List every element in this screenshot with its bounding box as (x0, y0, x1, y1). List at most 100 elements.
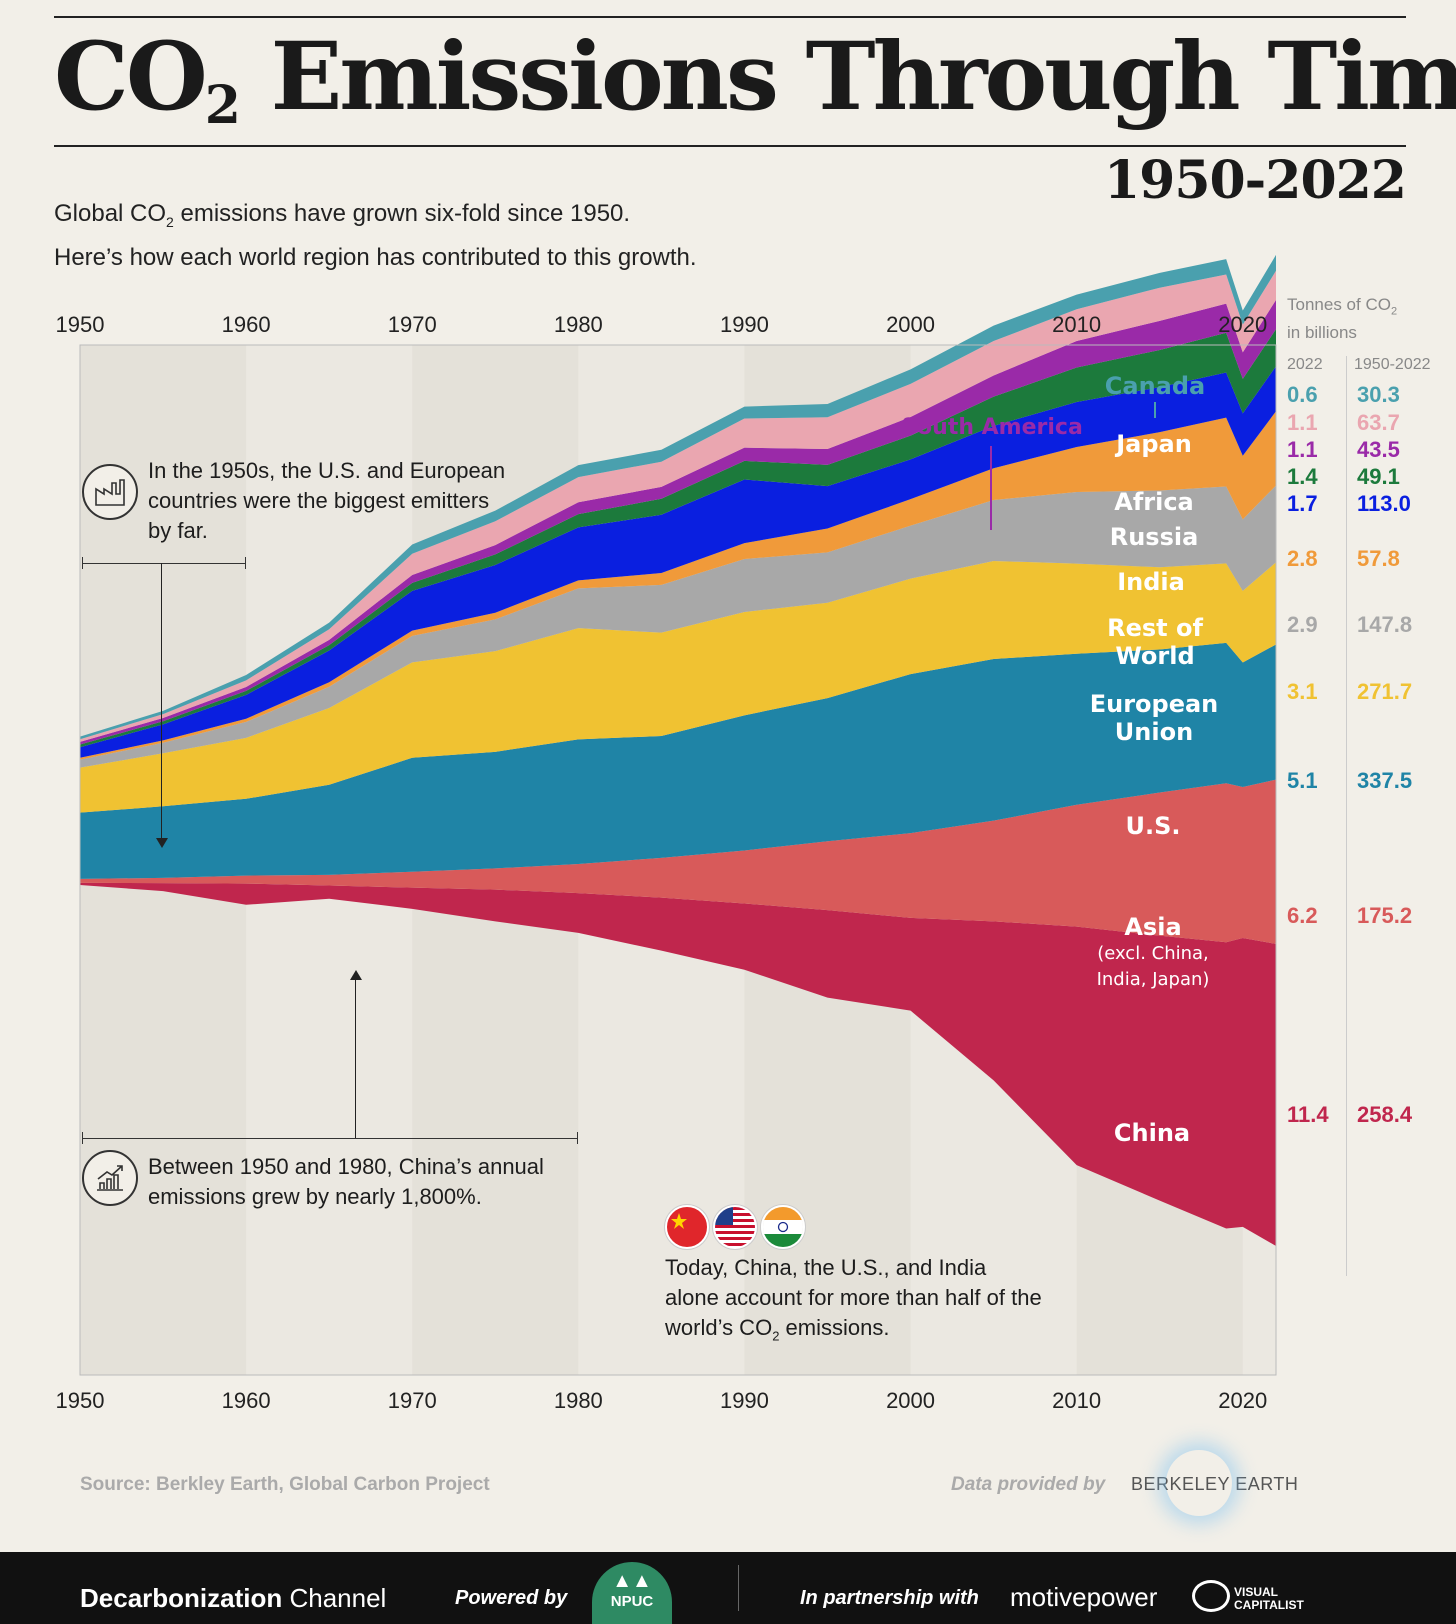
top-tick-2020: 2020 (1218, 312, 1268, 337)
bracket-left-cap (82, 557, 83, 569)
label-us: U.S. (1125, 812, 1181, 840)
value-cumulative-china: 258.4 (1357, 1102, 1413, 1127)
bracket2-right-cap (577, 1132, 578, 1144)
value-2022-india: 2.8 (1287, 546, 1318, 571)
berkeley-earth-glow-icon (1166, 1450, 1232, 1516)
top-tick-2010: 2010 (1052, 312, 1102, 337)
npuc-tree-icon: ▲▲ (612, 1570, 652, 1592)
label-canada: Canada (1104, 372, 1206, 400)
provided-by-text: Data provided by (951, 1474, 1106, 1495)
unit-label: Tonnes of CO2 in billions (1287, 295, 1398, 343)
page-title: CO2 Emissions Through Time (54, 22, 1456, 136)
visual-capitalist-logo: VISUAL CAPITALIST (1234, 1585, 1304, 1612)
value-2022-u-s-: 5.1 (1287, 768, 1318, 793)
top-tick-1950: 1950 (55, 312, 105, 337)
bottom-tick-1970: 1970 (387, 1388, 437, 1413)
area-russia (80, 366, 1276, 758)
arrow-china (355, 978, 356, 1138)
footer-divider (738, 1565, 739, 1611)
label-china: China (1113, 1119, 1191, 1147)
value-2022-canada: 0.6 (1287, 382, 1318, 407)
value-2022-rest-of-world: 2.9 (1287, 612, 1318, 637)
value-2022-european-union: 3.1 (1287, 679, 1318, 704)
column-divider (1346, 356, 1347, 1276)
value-cumulative-rest-of-world: 147.8 (1357, 612, 1413, 637)
bottom-tick-1950: 1950 (55, 1388, 105, 1413)
arrow-1950s (161, 563, 162, 843)
area-asia (80, 779, 1276, 944)
value-cumulative-u-s-: 337.5 (1357, 768, 1413, 793)
bracket2-left-cap (82, 1132, 83, 1144)
plot-frame (79, 344, 1277, 1376)
value-cumulative-russia: 113.0 (1357, 491, 1411, 516)
area-u-s- (80, 642, 1276, 879)
area-china (80, 882, 1276, 1246)
bottom-tick-2020: 2020 (1218, 1388, 1268, 1413)
bottom-tick-1980: 1980 (553, 1388, 603, 1413)
value-cumulative-canada: 30.3 (1357, 382, 1400, 407)
value-cumulative-japan: 63.7 (1357, 410, 1400, 435)
value-2022-south-america: 1.1 (1287, 437, 1318, 462)
bracket-1950s (82, 563, 246, 564)
annotation-china-growth: Between 1950 and 1980, China’s annual em… (148, 1154, 544, 1209)
top-rule (54, 16, 1406, 18)
col-header-cumulative: 1950-2022 (1354, 356, 1431, 373)
label-russia: Russia (1109, 523, 1199, 551)
bottom-tick-1960: 1960 (221, 1388, 271, 1413)
canada-pointer (1154, 402, 1156, 418)
stacked-area-chart (79, 254, 1277, 1376)
value-cumulative-south-america: 43.5 (1357, 437, 1400, 462)
top-tick-1970: 1970 (387, 312, 437, 337)
growth-chart-icon (82, 1150, 138, 1206)
value-cumulative-asia: 175.2 (1357, 903, 1413, 928)
berkeley-earth-logo: BERKELEY EARTH (1131, 1474, 1299, 1494)
top-tick-1980: 1980 (553, 312, 603, 337)
arrow-head-down (156, 838, 168, 848)
bracket-right-cap (245, 557, 246, 569)
year-range: 1950-2022 (1103, 150, 1407, 211)
annotation-today: Today, China, the U.S., and India alone … (665, 1255, 1042, 1344)
annotation-1950s: In the 1950s, the U.S. and European coun… (148, 458, 506, 543)
value-cumulative-european-union: 271.7 (1357, 679, 1413, 704)
bottom-tick-2000: 2000 (886, 1388, 936, 1413)
label-asia: Asia (excl. China, India, Japan) (1096, 913, 1210, 990)
value-2022-africa: 1.4 (1287, 464, 1318, 489)
top-tick-2000: 2000 (886, 312, 936, 337)
label-rest-of-world: Rest of World (1107, 614, 1203, 670)
value-2022-japan: 1.1 (1287, 410, 1318, 435)
value-2022-asia: 6.2 (1287, 903, 1318, 928)
china-flag-icon (665, 1205, 709, 1249)
south-america-pointer (990, 446, 992, 530)
title-rule (54, 145, 1406, 147)
visual-capitalist-icon (1192, 1580, 1230, 1612)
value-cumulative-india: 57.8 (1357, 546, 1400, 571)
india-flag-icon (761, 1205, 805, 1249)
subtitle: Global CO2 emissions have grown six-fold… (54, 200, 697, 271)
bottom-tick-1990: 1990 (719, 1388, 769, 1413)
area-africa (80, 329, 1276, 748)
label-south-america: South America (901, 415, 1083, 440)
top-tick-1990: 1990 (719, 312, 769, 337)
top-tick-1960: 1960 (221, 312, 271, 337)
bottom-tick-2010: 2010 (1052, 1388, 1102, 1413)
bracket-1950-1980 (82, 1138, 578, 1139)
area-south-america (80, 299, 1276, 745)
area-european-union (80, 560, 1276, 813)
value-2022-russia: 1.7 (1287, 491, 1318, 516)
value-cumulative-africa: 49.1 (1357, 464, 1400, 489)
area-india (80, 411, 1276, 760)
label-japan: Japan (1116, 430, 1192, 458)
motivepower-logo: motivepower (1010, 1582, 1158, 1612)
col-header-2022: 2022 (1287, 356, 1323, 373)
decarbonization-channel-logo: Decarbonization Channel (80, 1583, 387, 1613)
npuc-logo: ▲▲ NPUC (592, 1562, 672, 1624)
source-text: Source: Berkley Earth, Global Carbon Pro… (80, 1474, 490, 1495)
arrow-head-up (350, 970, 362, 980)
area-rest-of-world (80, 485, 1276, 768)
area-japan (80, 270, 1276, 742)
powered-by-text: Powered by (455, 1587, 568, 1609)
label-india: India (1117, 568, 1185, 596)
us-flag-icon (713, 1205, 757, 1249)
label-africa: Africa (1114, 488, 1194, 516)
value-2022-china: 11.4 (1287, 1102, 1329, 1127)
